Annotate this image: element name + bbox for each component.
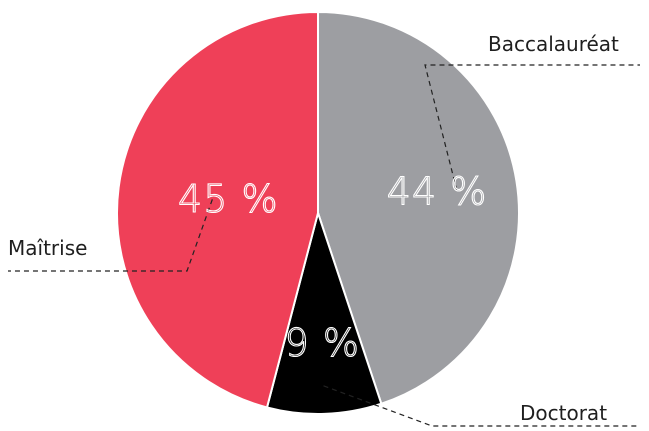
category-label-baccalaureat: Baccalauréat	[488, 32, 619, 56]
leader-line-baccalaureat	[424, 64, 640, 191]
pie-slice-maitrise	[116, 10, 319, 409]
leader-lines	[8, 64, 640, 427]
value-label-doctorat: 9 %	[285, 321, 360, 365]
pie-slice-doctorat	[265, 209, 383, 415]
category-label-maitrise: Maîtrise	[8, 236, 87, 260]
category-labels: Baccalauréat Doctorat Maîtrise	[8, 32, 619, 425]
leader-line-doctorat	[323, 385, 640, 427]
leader-line-maitrise	[8, 199, 213, 272]
pie-slice-baccalaureat	[317, 10, 520, 406]
category-label-doctorat: Doctorat	[520, 401, 607, 425]
pie-slices	[116, 10, 520, 415]
value-label-baccalaureat: 44 %	[387, 169, 488, 213]
value-labels: 44 % 9 % 45 %	[177, 169, 488, 366]
value-label-maitrise: 45 %	[178, 177, 279, 221]
